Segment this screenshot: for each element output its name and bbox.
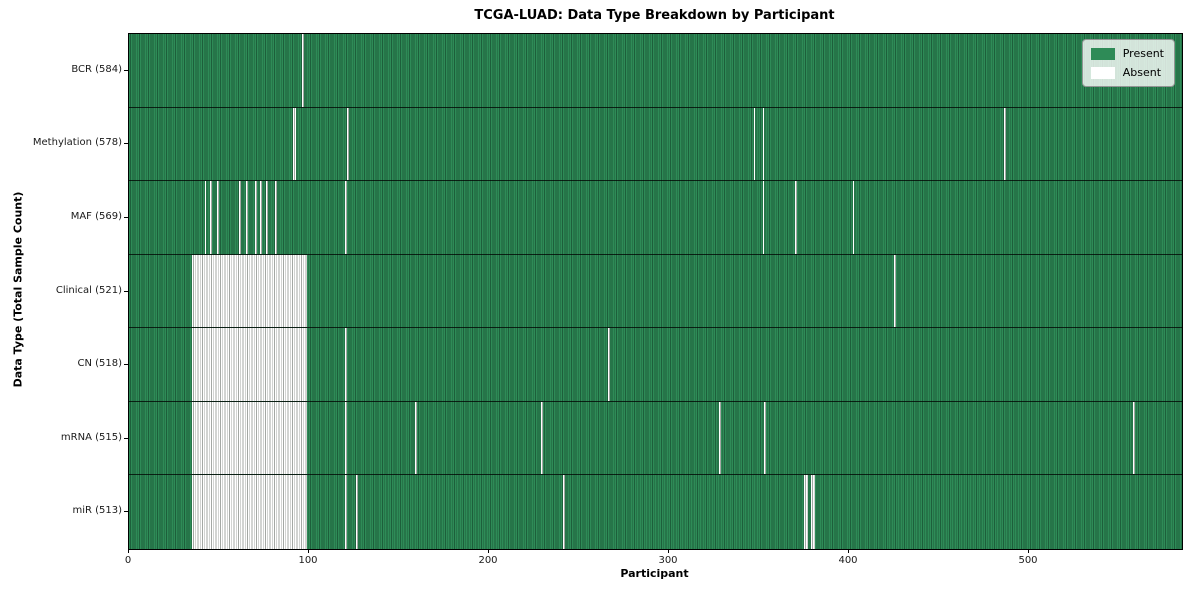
absent-stripe [719, 401, 722, 475]
y-tick-mark [124, 143, 128, 145]
y-tick-mark [124, 216, 128, 218]
row-band [129, 34, 1182, 108]
absent-stripe [345, 401, 347, 475]
x-tick-label: 200 [478, 555, 498, 566]
y-tick-label: miR (513) [72, 505, 122, 517]
absent-stripe [345, 328, 347, 401]
absent-stripe [204, 181, 207, 254]
x-tick-label: 300 [658, 555, 678, 566]
y-tick-label: MAF (569) [70, 210, 122, 222]
absent-stripe [345, 181, 347, 254]
absent-stripe [894, 254, 896, 328]
absent-stripe [562, 475, 565, 549]
absent-stripe [764, 401, 767, 475]
plot-area: Present Absent [128, 33, 1183, 550]
absent-stripe [762, 107, 765, 181]
absent-stripe [265, 181, 268, 254]
absent-stripe [301, 34, 304, 107]
absent-stripe [255, 181, 257, 254]
x-tick-label: 500 [1018, 555, 1038, 566]
absent-stripe [246, 181, 248, 254]
legend-item-absent: Absent [1090, 66, 1164, 79]
absent-stripe [1133, 401, 1136, 475]
legend-label-present: Present [1122, 47, 1164, 60]
x-tick-label: 0 [124, 555, 132, 566]
absent-stripe [804, 475, 808, 549]
legend-label-absent: Absent [1122, 66, 1162, 79]
y-tick-label: BCR (584) [71, 63, 122, 75]
absent-stripe [753, 107, 756, 181]
x-axis-label: Participant [620, 567, 689, 580]
row-band [129, 254, 1182, 329]
absent-stripe [217, 181, 219, 254]
absent-stripe [192, 328, 308, 401]
legend: Present Absent [1081, 39, 1175, 87]
chart-title: TCGA-LUAD: Data Type Breakdown by Partic… [474, 8, 835, 23]
x-tick-mark [1028, 549, 1029, 553]
row-band [129, 328, 1182, 402]
absent-stripe [345, 475, 347, 549]
absent-stripe [415, 401, 417, 475]
x-tick-label: 100 [298, 555, 318, 566]
absent-stripe [192, 475, 308, 549]
absent-stripe [762, 181, 765, 254]
absent-stripe [852, 181, 855, 254]
absent-stripe [355, 475, 358, 549]
x-tick-mark [308, 549, 309, 553]
present-swatch-icon [1090, 47, 1115, 60]
x-tick-mark [848, 549, 849, 553]
x-tick-mark [668, 549, 669, 553]
absent-stripe [192, 254, 308, 328]
absent-stripe [210, 181, 212, 254]
y-tick-label: Clinical (521) [55, 284, 122, 296]
x-tick-mark [128, 549, 129, 553]
legend-item-present: Present [1090, 47, 1164, 60]
y-tick-mark [124, 69, 128, 71]
absent-stripe [274, 181, 277, 254]
x-tick-mark [488, 549, 489, 553]
y-tick-mark [124, 290, 128, 292]
absent-stripe [795, 181, 797, 254]
absent-stripe [1003, 107, 1006, 181]
y-tick-label: CN (518) [77, 358, 122, 370]
x-tick-label: 400 [838, 555, 858, 566]
absent-stripe [541, 401, 543, 475]
y-tick-mark [124, 437, 128, 439]
row-band [129, 475, 1182, 549]
absent-stripe [811, 475, 815, 549]
row-band [129, 401, 1182, 476]
y-tick-label: Methylation (578) [32, 137, 122, 149]
absent-swatch-icon [1090, 66, 1115, 79]
absent-stripe [292, 107, 297, 181]
absent-stripe [192, 401, 308, 475]
y-tick-label: mRNA (515) [60, 431, 122, 443]
y-tick-mark [124, 511, 128, 513]
y-tick-mark [124, 364, 128, 366]
row-band [129, 107, 1182, 182]
absent-stripe [260, 181, 263, 254]
row-band [129, 181, 1182, 255]
absent-stripe [607, 328, 610, 401]
absent-stripe [238, 181, 241, 254]
absent-stripe [346, 107, 349, 181]
